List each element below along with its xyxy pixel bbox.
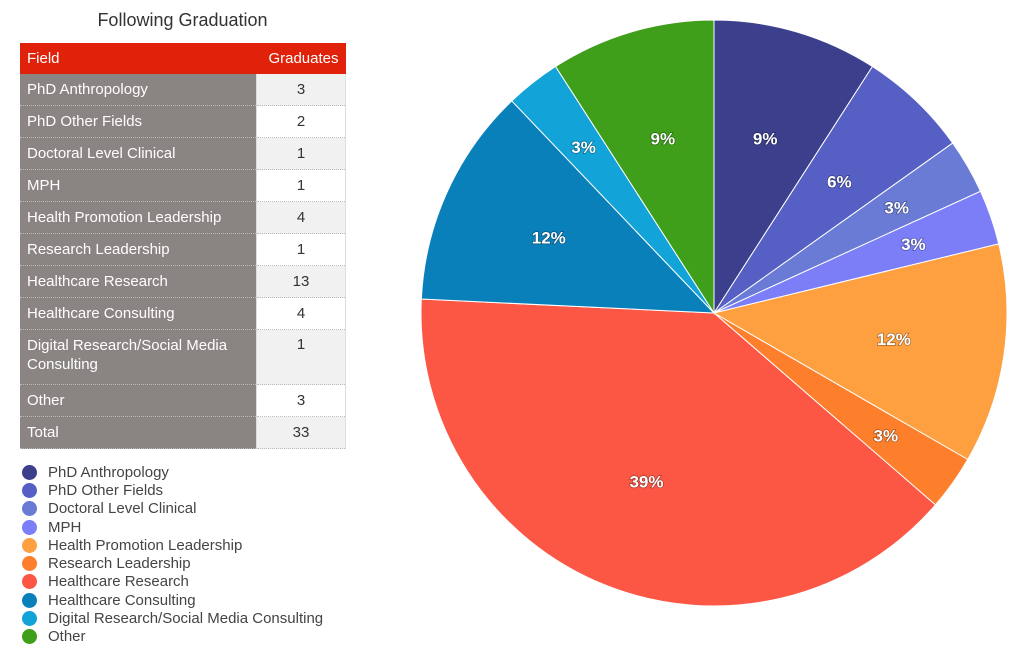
- graduates-cell: 1: [256, 169, 346, 202]
- slice-label: 6%: [827, 173, 852, 192]
- graduates-cell: 2: [256, 105, 346, 138]
- legend-label: Healthcare Consulting: [48, 591, 196, 609]
- table-row: Digital Research/Social Media Consulting…: [20, 329, 346, 385]
- table-row: Healthcare Research 13: [20, 265, 346, 298]
- legend-label: Doctoral Level Clinical: [48, 500, 197, 518]
- legend-swatch: [22, 592, 37, 608]
- field-cell: Other: [20, 384, 257, 417]
- table-row: Other 3: [20, 384, 346, 417]
- legend-item: MPH: [22, 518, 323, 536]
- pie-slice: [420, 298, 937, 607]
- slice-label: 12%: [532, 229, 566, 248]
- legend-item: Healthcare Consulting: [22, 591, 323, 609]
- legend-item: PhD Other Fields: [22, 481, 323, 499]
- field-cell: Total: [20, 416, 257, 449]
- pie-slice: [554, 19, 715, 315]
- graduates-cell: 13: [256, 265, 346, 298]
- field-cell: PhD Other Fields: [20, 105, 257, 138]
- legend-label: Other: [48, 628, 86, 646]
- table-row: Total 33: [20, 416, 346, 449]
- legend-swatch: [22, 611, 37, 627]
- slice-label: 9%: [651, 130, 676, 149]
- graduates-table: Field Graduates PhD Anthropology 3 PhD Othe…: [20, 43, 346, 449]
- table-title: Following Graduation: [97, 10, 268, 30]
- legend-label: Health Promotion Leadership: [48, 536, 243, 554]
- table-row: PhD Anthropology 3: [20, 74, 346, 106]
- legend-swatch: [22, 501, 37, 517]
- pie-slice: [420, 100, 716, 314]
- header-field: Field: [20, 43, 257, 74]
- legend-swatch: [22, 574, 37, 590]
- legend-item: Healthcare Research: [22, 573, 323, 591]
- graduates-cell: 1: [256, 329, 346, 385]
- field-cell: Research Leadership: [20, 233, 257, 266]
- slice-label: 39%: [629, 473, 663, 492]
- legend: PhD Anthropology PhD Other Fields Doctoral…: [22, 463, 323, 646]
- slice-label: 3%: [571, 138, 596, 157]
- graduates-cell: 4: [256, 201, 346, 234]
- table-row: Doctoral Level Clinical 1: [20, 137, 346, 170]
- field-cell: Healthcare Research: [20, 265, 257, 298]
- table-row: Healthcare Consulting 4: [20, 297, 346, 330]
- legend-swatch: [22, 556, 37, 572]
- slice-label: 3%: [884, 199, 909, 218]
- graduates-cell: 3: [256, 74, 346, 106]
- legend-item: Research Leadership: [22, 554, 323, 572]
- legend-label: PhD Other Fields: [48, 481, 164, 499]
- legend-label: Healthcare Research: [48, 573, 189, 591]
- field-cell: Doctoral Level Clinical: [20, 137, 257, 170]
- slice-label: 3%: [901, 235, 926, 254]
- slice-label: 3%: [874, 426, 899, 445]
- legend-item: Doctoral Level Clinical: [22, 500, 323, 518]
- graduates-cell: 4: [256, 297, 346, 330]
- field-cell: MPH: [20, 169, 257, 202]
- legend-item: PhD Anthropology: [22, 463, 323, 481]
- legend-swatch: [22, 482, 37, 498]
- legend-item: Digital Research/Social Media Consulting: [22, 609, 323, 627]
- field-cell: Digital Research/Social Media Consulting: [20, 329, 257, 385]
- graduates-cell: 1: [256, 233, 346, 266]
- field-cell: PhD Anthropology: [20, 74, 257, 106]
- slice-label: 9%: [753, 130, 778, 149]
- table-row: Research Leadership 1: [20, 233, 346, 266]
- legend-label: Digital Research/Social Media Consulting: [48, 610, 324, 628]
- legend-item: Health Promotion Leadership: [22, 536, 323, 554]
- pie-slice: [712, 243, 1008, 461]
- table-row: PhD Other Fields 2: [20, 105, 346, 138]
- graduates-cell: 33: [256, 416, 346, 449]
- table-row: Health Promotion Leadership 4: [20, 201, 346, 234]
- graduates-cell: 1: [256, 137, 346, 170]
- legend-label: MPH: [48, 518, 82, 536]
- field-cell: Healthcare Consulting: [20, 297, 257, 330]
- legend-swatch: [22, 519, 37, 535]
- legend-swatch: [22, 464, 37, 480]
- legend-label: PhD Anthropology: [48, 463, 169, 481]
- pie-slice: [713, 19, 874, 315]
- graduates-cell: 3: [256, 384, 346, 417]
- slice-label: 12%: [877, 330, 911, 349]
- legend-swatch: [22, 629, 37, 645]
- field-cell: Health Promotion Leadership: [20, 201, 257, 234]
- legend-label: Research Leadership: [48, 555, 191, 573]
- legend-swatch: [22, 537, 37, 553]
- table-row: MPH 1: [20, 169, 346, 202]
- legend-item: Other: [22, 628, 323, 646]
- header-graduates: Graduates: [256, 43, 346, 74]
